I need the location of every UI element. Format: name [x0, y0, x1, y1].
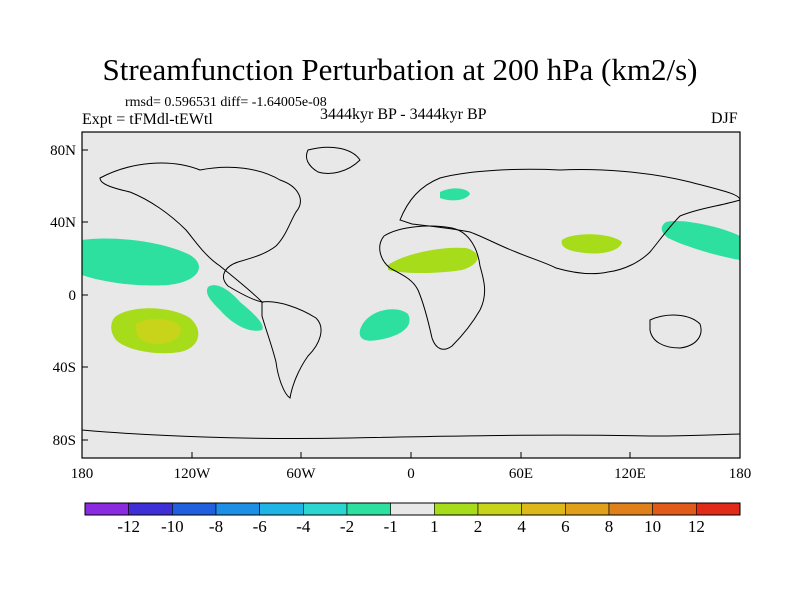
colorbar-label-2: -8: [209, 517, 223, 536]
colorbar-cell-1: [128, 502, 173, 516]
colorbar-label-1: -10: [161, 517, 184, 536]
colorbar-cell-6: [346, 502, 391, 516]
colorbar-label-7: 1: [430, 517, 439, 536]
colorbar-label-12: 10: [644, 517, 661, 536]
lat-label-40s: 40S: [53, 360, 76, 376]
lon-label-120w: 120W: [174, 466, 212, 482]
lon-label-180-right: 180: [729, 466, 752, 482]
colorbar-label-5: -2: [340, 517, 354, 536]
coast-antarctica: [81, 429, 741, 440]
colorbar-label-13: 12: [688, 517, 705, 536]
coast-south-america: [261, 301, 322, 399]
colorbar-cell-9: [477, 502, 522, 516]
lon-label-60w: 60W: [286, 466, 316, 482]
coast-north-america: [99, 162, 301, 303]
contour-negative-south-atlantic: [359, 309, 410, 341]
colorbar: -12 -10 -8 -6 -4 -2 -1 1 2 4 6 8 10 12: [84, 502, 741, 536]
colorbar-label-6: -1: [384, 517, 398, 536]
coastlines: [81, 146, 741, 440]
latitude-ticks: 80N 40N 0 40S 80S: [50, 143, 88, 449]
colorbar-label-9: 4: [517, 517, 526, 536]
colorbar-label-4: -4: [296, 517, 311, 536]
colorbar-cell-13: [652, 502, 697, 516]
lon-label-120e: 120E: [614, 466, 646, 482]
colorbar-cell-0: [84, 502, 129, 516]
colorbar-cell-2: [172, 502, 217, 516]
colorbar-frame: [84, 502, 741, 516]
stats-label: rmsd= 0.596531 diff= -1.64005e-08: [125, 95, 327, 110]
colorbar-cells: [84, 502, 741, 516]
colorbar-cell-12: [608, 502, 653, 516]
colorbar-labels: -12 -10 -8 -6 -4 -2 -1 1 2 4 6 8 10 12: [117, 517, 705, 536]
period-label: 3444kyr BP - 3444kyr BP: [320, 106, 487, 123]
contour-negative-north-pacific: [82, 238, 199, 286]
colorbar-cell-8: [434, 502, 479, 516]
colorbar-label-0: -12: [117, 517, 140, 536]
contour-negative-east-pacific: [206, 285, 263, 331]
colorbar-cell-10: [521, 502, 566, 516]
lat-label-0: 0: [69, 288, 77, 304]
longitude-ticks: 180 120W 60W 0 60E 120E 180: [71, 452, 752, 482]
experiment-label: Expt = tFMdl-tEWtl: [82, 111, 213, 128]
contour-shading: [82, 188, 740, 354]
colorbar-cell-7: [390, 502, 435, 516]
colorbar-cell-14: [696, 502, 741, 516]
coast-eurasia: [399, 168, 741, 275]
colorbar-label-10: 6: [561, 517, 570, 536]
coast-australia: [649, 314, 702, 349]
map-background: [82, 132, 740, 458]
colorbar-label-8: 2: [474, 517, 483, 536]
page-title: Streamfunction Perturbation at 200 hPa (…: [102, 52, 698, 87]
lat-label-80s: 80S: [53, 433, 76, 449]
contour-positive-sahara: [388, 247, 478, 273]
colorbar-cell-5: [303, 502, 348, 516]
coast-africa: [379, 225, 486, 350]
colorbar-label-11: 8: [605, 517, 614, 536]
contour-positive-tibet: [561, 234, 622, 254]
colorbar-label-3: -6: [253, 517, 267, 536]
colorbar-cell-11: [565, 502, 610, 516]
lon-label-180-left: 180: [71, 466, 94, 482]
colorbar-cell-4: [259, 502, 304, 516]
contour-negative-north-west-pacific: [661, 220, 740, 260]
season-label: DJF: [711, 110, 738, 127]
contour-positive-south-pacific-core: [135, 318, 181, 344]
lat-label-40n: 40N: [50, 215, 76, 231]
lon-label-0: 0: [407, 466, 415, 482]
colorbar-cell-3: [215, 502, 260, 516]
lon-label-60e: 60E: [509, 466, 533, 482]
contour-negative-scandinavia: [440, 188, 470, 201]
coast-greenland: [305, 146, 361, 174]
lat-label-80n: 80N: [50, 143, 76, 159]
